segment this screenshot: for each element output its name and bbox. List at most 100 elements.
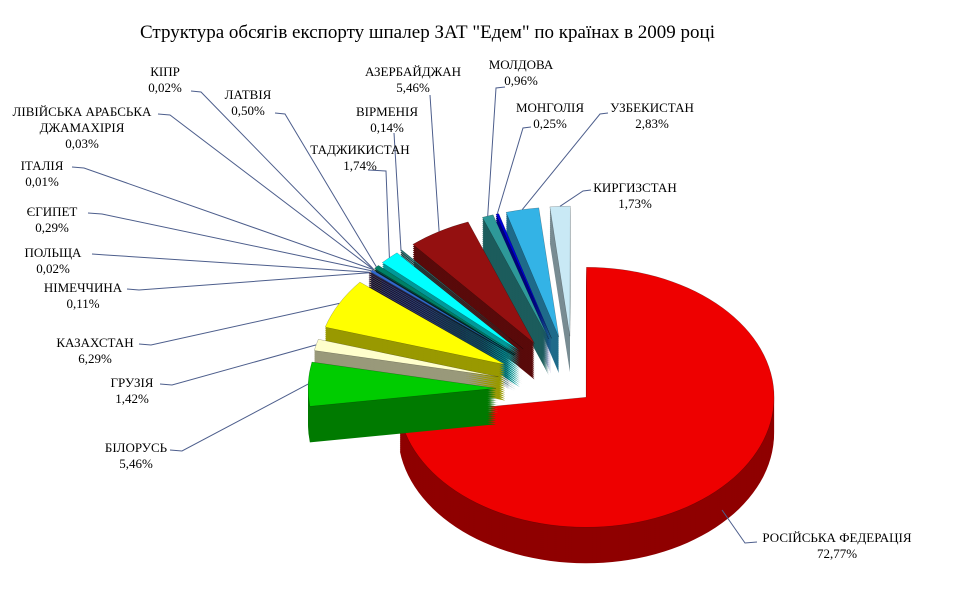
pie-slice-kyrgyzstan[interactable] (549, 205, 571, 373)
slice-label-percent: 0,03% (65, 136, 99, 151)
slice-label-name: ВІРМЕНІЯ (356, 104, 418, 119)
slice-label-azerbaijan: АЗЕРБАЙДЖАН 5,46% (365, 64, 461, 95)
pie-slice-side-armenia (400, 253, 524, 354)
pie-slice-side-moldova (482, 228, 549, 353)
slice-label-italy: ІТАЛІЯ 0,01% (21, 158, 64, 189)
slice-label-name: МОНГОЛІЯ (516, 100, 584, 115)
slice-label-percent: 0,25% (533, 116, 567, 131)
pie-slice-side-germany (368, 280, 514, 364)
pie-slice-side-poland (369, 274, 515, 358)
slice-label-name: АЗЕРБАЙДЖАН (365, 64, 461, 79)
leader-line-germany (126, 272, 370, 291)
slice-label-name: УЗБЕКИСТАН (610, 100, 694, 115)
leader-line-kyrgyzstan (559, 189, 592, 207)
slice-label-name: КИРГИЗСТАН (593, 180, 676, 195)
pie-slice-top-moldova[interactable] (481, 214, 549, 340)
leader-line-russia (721, 509, 758, 544)
pie-slice-side-poland (369, 280, 515, 364)
slice-label-percent: 0,11% (66, 296, 99, 311)
slice-label-name: КАЗАХСТАН (56, 335, 133, 350)
slice-label-latvia: ЛАТВІЯ 0,50% (225, 87, 272, 118)
leader-line-uzbekistan (521, 112, 609, 210)
pie-slice-side-moldova (482, 236, 549, 361)
slice-label-percent: 0,14% (370, 120, 404, 135)
slice-label-poland: ПОЛЬЩА 0,02% (25, 245, 83, 276)
slice-label-percent: 1,42% (115, 391, 149, 406)
slice-label-percent: 1,74% (343, 158, 377, 173)
slice-label-name: ЛАТВІЯ (225, 87, 272, 102)
slice-label-name: ДЖАМАХІРІЯ (40, 120, 125, 135)
slice-label-kyrgyzstan: КИРГИЗСТАН 1,73% (593, 180, 676, 211)
pie-slice-top-georgia[interactable] (313, 338, 499, 378)
leader-line-egypt (87, 212, 372, 272)
pie-slice-side-germany (368, 284, 514, 368)
pie-slice-russia[interactable] (399, 267, 775, 564)
slice-label-percent: 0,96% (504, 73, 538, 88)
slice-label-armenia: ВІРМЕНІЯ 0,14% (356, 104, 418, 135)
slice-label-uzbekistan: УЗБЕКИСТАН 2,83% (610, 100, 694, 131)
pie-slice-side-moldova (482, 218, 549, 343)
pie-slice-side-germany (368, 274, 514, 358)
slice-label-percent: 1,73% (618, 196, 652, 211)
pie-slice-side-armenia (400, 251, 524, 352)
pie-slice-top-cyprus[interactable] (372, 268, 516, 355)
leader-line-georgia (159, 344, 317, 386)
pie-slice-side-mongolia (495, 215, 552, 341)
pie-slice-side-poland (369, 278, 515, 362)
pie-slice-top-russia[interactable] (399, 267, 775, 528)
pie-slice-side-poland (369, 276, 515, 360)
slice-label-belarus: БІЛОРУСЬ 5,46% (105, 440, 168, 471)
slice-label-name: ПОЛЬЩА (25, 245, 83, 260)
pie-slice-top-belarus[interactable] (307, 361, 497, 407)
pie-slice-side-moldova (482, 216, 549, 341)
pie-slice-side-moldova (482, 224, 549, 349)
pie-slice-side-moldova (482, 220, 549, 345)
leader-line-belarus (169, 383, 309, 452)
slice-label-name: ЄГИПЕТ (27, 204, 78, 219)
slice-label-percent: 5,46% (396, 80, 430, 95)
pie-slice-side-moldova (482, 244, 549, 369)
slice-label-percent: 0,29% (35, 220, 69, 235)
slice-label-name: ІТАЛІЯ (21, 158, 64, 173)
slice-label-percent: 72,77% (817, 546, 857, 561)
pie-slice-side-germany (368, 282, 514, 366)
slice-label-kazakhstan: КАЗАХСТАН 6,29% (56, 335, 133, 366)
slice-label-tajikistan: ТАДЖИКИСТАН 1,74% (310, 142, 409, 173)
leader-line-poland (91, 253, 370, 273)
slice-label-moldova: МОЛДОВА 0,96% (489, 57, 554, 88)
leader-line-mongolia (496, 126, 532, 215)
pie-slice-side-germany (368, 278, 514, 362)
pie-slice-side-germany (368, 286, 514, 370)
slice-label-russia: РОСІЙСЬКА ФЕДЕРАЦІЯ 72,77% (762, 530, 911, 561)
slice-label-percent: 0,01% (25, 174, 59, 189)
leader-line-moldova (487, 86, 506, 217)
pie-slice-side-moldova (482, 232, 549, 357)
slice-label-percent: 2,83% (635, 116, 669, 131)
pie-slice-side-moldova (482, 242, 549, 367)
slice-label-percent: 0,50% (231, 103, 265, 118)
pie-slice-side-moldova (482, 222, 549, 347)
pie-slice-side-mongolia (495, 219, 552, 345)
slice-label-libya: ЛІВІЙСЬКА АРАБСЬКА ДЖАМАХІРІЯ 0,03% (13, 104, 153, 151)
pie-slice-side-mongolia (495, 217, 552, 343)
pie-slice-side-germany (368, 276, 514, 360)
pie-slice-side-moldova (482, 230, 549, 355)
pie-slice-side-poland (369, 284, 515, 368)
pie-slice-side-moldova (482, 238, 549, 363)
slice-label-percent: 5,46% (119, 456, 153, 471)
slice-label-cyprus: КІПР 0,02% (148, 64, 182, 95)
leader-line-tajikistan (367, 169, 390, 258)
pie-slice-side-moldova (482, 234, 549, 359)
slice-label-name: ЛІВІЙСЬКА АРАБСЬКА (13, 104, 153, 119)
slice-label-percent: 6,29% (78, 351, 112, 366)
slice-label-name: МОЛДОВА (489, 57, 554, 72)
pie-slice-side-poland (369, 282, 515, 366)
pie-slice-top-kazakhstan[interactable] (324, 281, 506, 365)
slice-label-name: ТАДЖИКИСТАН (310, 142, 409, 157)
pie-slice-belarus[interactable] (307, 361, 497, 443)
slice-label-name: НІМЕЧЧИНА (44, 280, 123, 295)
leader-line-libya (157, 113, 374, 270)
leader-line-armenia (393, 132, 402, 251)
